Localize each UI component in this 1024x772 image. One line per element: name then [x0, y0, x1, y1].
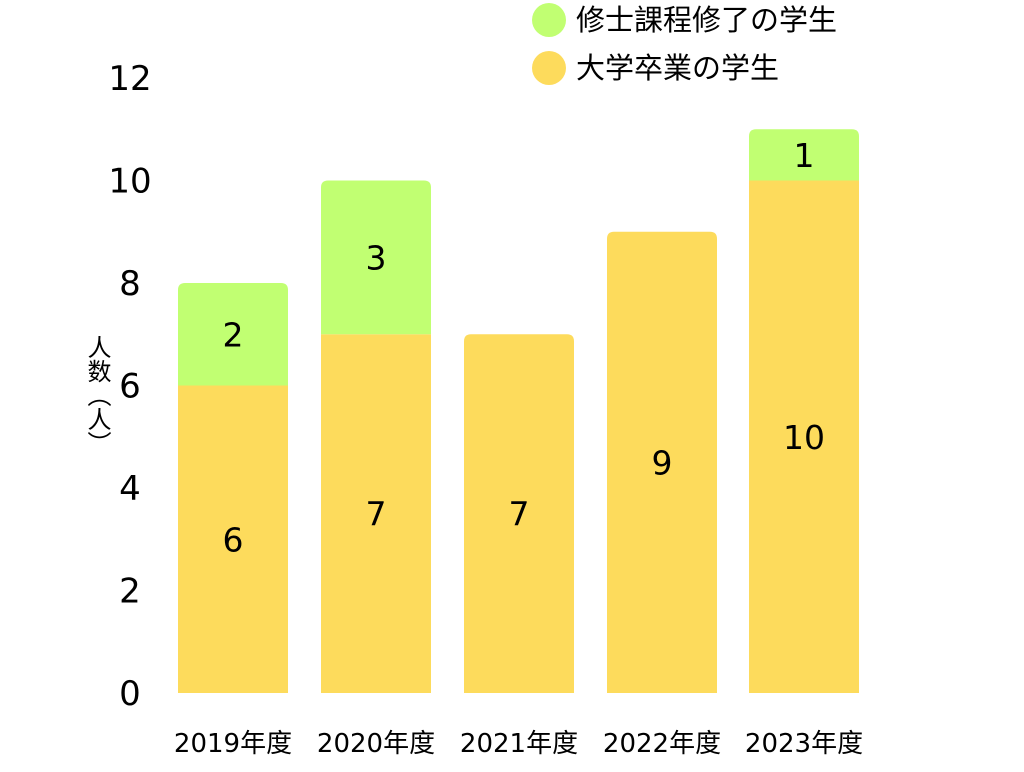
value-labels: 6 2 7 3 7 9 10 1	[223, 136, 826, 559]
legend-marker-icon	[532, 51, 566, 85]
y-tick-label: 4	[119, 469, 141, 509]
x-category-label: 2023年度	[745, 729, 863, 759]
bar-value-label: 10	[783, 418, 825, 457]
bar-value-label: 7	[509, 495, 530, 534]
bar-segment	[749, 129, 859, 181]
bar-value-label: 9	[652, 443, 673, 482]
bar-value-label: 1	[794, 136, 815, 175]
bars	[178, 129, 859, 693]
x-category-label: 2020年度	[317, 729, 435, 759]
legend-marker-icon	[532, 3, 566, 37]
bar-value-label: 2	[223, 315, 244, 354]
bar-value-label: 6	[223, 520, 244, 559]
x-category-label: 2019年度	[174, 729, 292, 759]
legend-label: 修士課程修了の学生	[576, 3, 837, 37]
bar-segment	[321, 334, 431, 693]
bar-value-label: 7	[366, 495, 387, 534]
x-category-label: 2022年度	[603, 729, 721, 759]
legend-label: 大学卒業の学生	[576, 51, 779, 85]
y-axis: 0 2 4 6 8 10 12	[108, 59, 151, 714]
bar-segment	[321, 180, 431, 335]
bar-value-label: 3	[366, 238, 387, 277]
bar-segment	[749, 180, 859, 693]
y-tick-label: 6	[119, 367, 141, 407]
y-axis-title: 人数（人）	[83, 335, 111, 455]
bar-segment	[464, 334, 574, 693]
y-tick-label: 2	[119, 572, 141, 612]
y-tick-label: 8	[119, 264, 141, 304]
bar-segment	[178, 283, 288, 386]
y-tick-label: 10	[108, 162, 151, 202]
y-tick-label: 0	[119, 674, 141, 714]
bar-segment	[607, 231, 717, 693]
x-category-label: 2021年度	[460, 729, 578, 759]
y-tick-label: 12	[108, 59, 151, 99]
bar-segment	[178, 385, 288, 693]
x-axis: 2019年度 2020年度 2021年度 2022年度 2023年度	[174, 729, 863, 759]
